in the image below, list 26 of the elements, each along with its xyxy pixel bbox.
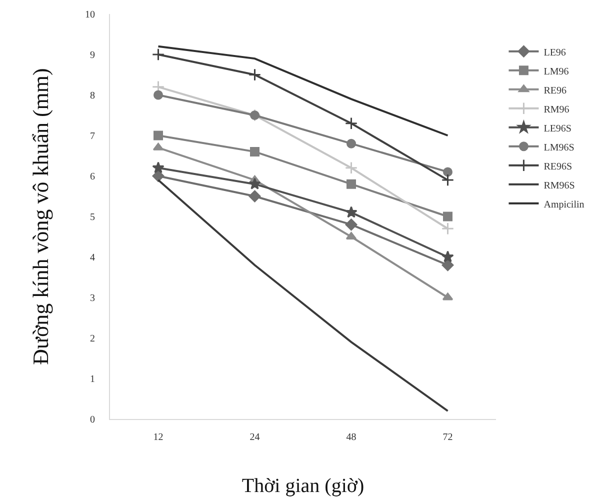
x-tick-label: 48 bbox=[346, 432, 356, 443]
legend-label: RM96 bbox=[544, 104, 570, 116]
x-axis-title: Thời gian (giờ) bbox=[242, 475, 364, 497]
x-tick-label: 24 bbox=[250, 432, 260, 443]
y-tick-label: 1 bbox=[90, 374, 95, 385]
x-tick-label: 72 bbox=[442, 432, 453, 443]
y-tick-label: 7 bbox=[90, 131, 95, 142]
y-axis-title: Đường kính vòng vô khuẩn (mm) bbox=[28, 68, 53, 365]
y-tick-label: 6 bbox=[90, 172, 95, 182]
legend-label: LM96 bbox=[544, 66, 569, 78]
legend-label: RE96S bbox=[544, 161, 572, 172]
y-tick-label: 9 bbox=[90, 50, 95, 61]
y-tick-label: 5 bbox=[90, 212, 95, 223]
x-tick-label: 12 bbox=[153, 432, 164, 443]
y-tick-label: 8 bbox=[90, 90, 95, 102]
y-tick-label: 3 bbox=[90, 293, 95, 304]
legend-label: LE96S bbox=[544, 123, 572, 134]
legend-label: RM96S bbox=[544, 180, 575, 192]
legend-label: LM96S bbox=[544, 142, 574, 154]
y-tick-label: 2 bbox=[90, 334, 95, 344]
y-tick-label: 0 bbox=[90, 414, 95, 426]
legend-label: RE96 bbox=[544, 85, 566, 96]
y-tick-label: 4 bbox=[90, 252, 95, 264]
y-tick-label: 10 bbox=[85, 10, 95, 20]
legend-label: Ampicilin bbox=[544, 199, 584, 210]
legend-label: LE96 bbox=[544, 47, 566, 58]
